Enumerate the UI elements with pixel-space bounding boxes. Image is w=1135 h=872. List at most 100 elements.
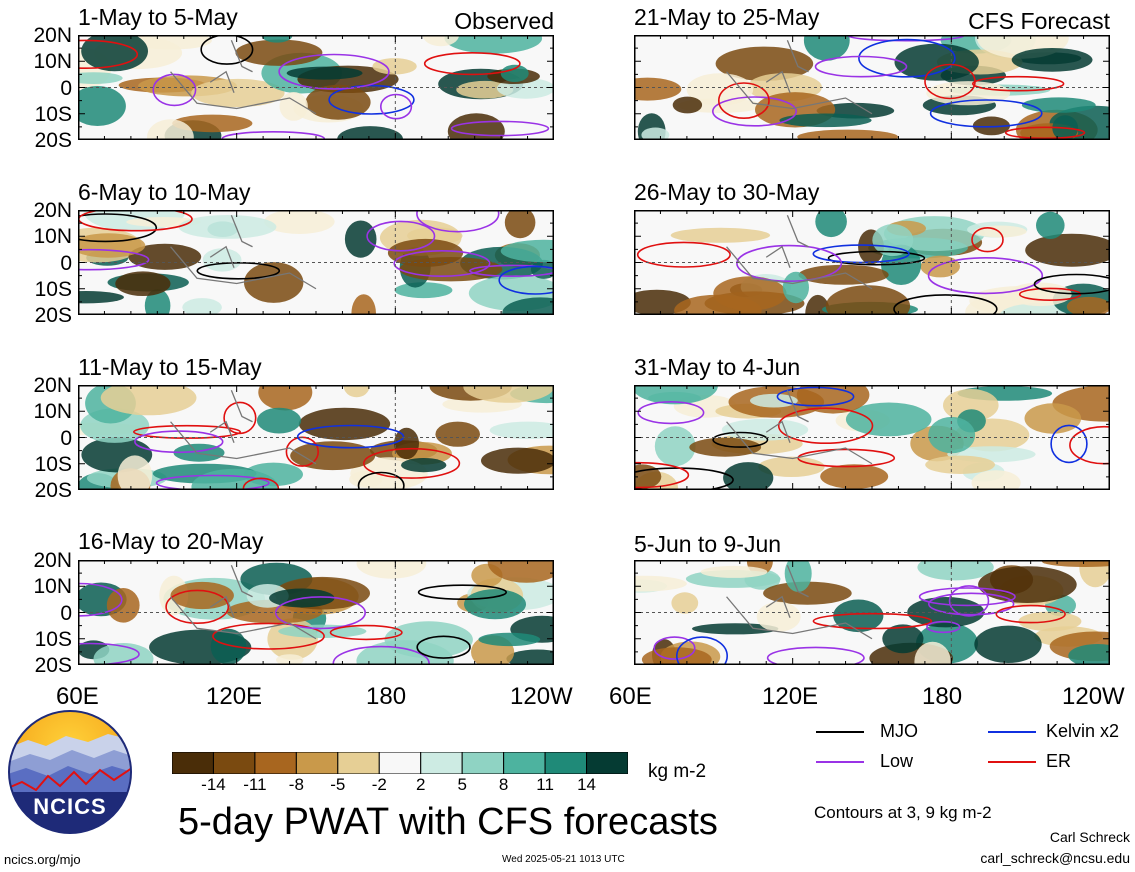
map-svg-p1 [78,35,554,140]
colorbar-swatch [586,752,628,774]
pwat-anomaly-blob [1066,296,1110,315]
pwat-anomaly-blob [78,86,126,126]
pwat-anomaly-blob [671,592,699,614]
pwat-anomaly-blob [758,456,825,477]
wave-contour [858,38,956,78]
map-svg-p7 [634,385,1110,490]
pwat-anomaly-blob [700,565,768,578]
wave-contour [918,587,1016,607]
pwat-anomaly-blob [444,35,543,54]
legend-label-low: Low [880,751,914,771]
pwat-anomaly-blob [210,628,247,665]
pwat-anomaly-blob [692,623,779,635]
tick-marks [78,35,554,140]
wave-contour [78,213,158,243]
wave-contour [380,93,413,120]
pwat-anomaly-blob [244,262,304,303]
pwat-anomaly-blob [147,119,194,140]
pwat-anomaly-blob [464,589,526,620]
panel-title-p2: 6-May to 10-May [78,179,251,205]
wave-contour [712,431,769,448]
panel-title-p4: 16-May to 20-May [78,528,264,554]
x-tick-left-180: 180 [366,683,407,710]
contour-note: Contours at 3, 9 kg m-2 [814,803,992,822]
pwat-anomaly-blob [487,560,554,583]
pwat-anomaly-blob [500,239,554,263]
y-tick-label: 20S [34,654,72,677]
wave-contour [927,256,1044,295]
pwat-anomaly-blob [351,294,376,315]
pwat-anomaly-blob [825,285,911,315]
x-tick-left-120e: 120E [206,683,263,710]
map-panel-p7 [634,385,1110,490]
coastline [726,215,873,290]
colorbar-swatch [420,752,463,774]
tick-marks [634,560,1110,665]
pwat-anomaly-blob [506,649,554,665]
wave-contour [812,612,933,630]
y-tick-label: 10S [34,452,72,476]
panel-title-p6: 26-May to 30-May [634,179,820,205]
colorbar-tick-label: 5 [457,775,467,794]
y-tick-label: 20S [34,129,72,152]
pwat-anomaly-blob [343,385,370,398]
pwat-anomaly-blob [920,255,960,278]
pwat-anomaly-blob [276,654,304,665]
pwat-anomaly-blob [305,84,371,120]
y-tick-label: 20N [33,374,72,397]
wave-contours [712,35,1086,140]
coastline [170,565,317,640]
colorbar-swatch [172,752,214,774]
pwat-anomaly-blob [1011,48,1093,72]
wave-contour [634,467,734,490]
wave-contour [416,210,500,233]
pwat-anomaly-field [634,35,1110,140]
panel-title-p5: 21-May to 25-May [634,4,820,30]
y-tick-label: 0 [60,426,72,450]
pwat-anomaly-blob [144,289,171,315]
pwat-anomaly-blob [1024,403,1082,434]
pwat-anomaly-blob [372,58,417,75]
wave-contour [926,620,961,634]
pwat-anomaly-blob [978,566,1077,603]
wave-contour [132,424,242,439]
wave-contour [332,645,430,665]
pwat-anomaly-blob [356,560,427,579]
colorbar-swatch [212,752,256,774]
coastline [170,215,317,290]
y-tick-label: 10N [33,575,72,599]
colorbar-units: kg m-2 [648,761,707,782]
x-tick-right-120e: 120E [762,683,819,710]
wave-contour [827,250,926,266]
pwat-anomaly-blob [820,464,889,489]
pwat-anomaly-blob [779,113,872,128]
pwat-anomaly-blob [422,35,459,47]
wave-contour [417,584,508,601]
wave-contour [152,73,197,107]
map-svg-p5 [634,35,1110,140]
wave-contour [972,75,1065,92]
tick-marks [78,385,554,490]
pwat-anomaly-blob [344,220,377,258]
colorbar-tick-label: -11 [243,775,267,794]
coastline [726,390,873,465]
pwat-anomaly-blob [178,215,277,239]
wave-contour [948,585,990,617]
pwat-anomaly-blob [815,210,847,238]
legend-label-mjo: MJO [880,721,918,741]
colorbar-swatch [295,752,339,774]
pwat-anomaly-blob [654,426,696,467]
y-tick-label: 10N [33,400,72,424]
y-tick-label: 10N [33,225,72,249]
x-tick-right-180: 180 [922,683,963,710]
pwat-anomaly-blob [845,402,932,437]
wave-contour [777,407,874,445]
pwat-anomaly-blob [803,35,850,61]
x-tick-left-60e: 60E [56,683,99,710]
map-panel-p6 [634,210,1110,315]
x-tick-right-120w: 120W [1062,683,1125,710]
wave-contour [469,264,554,277]
wave-contour [296,424,405,449]
legend-line-kelvin [988,731,1036,733]
pwat-anomaly-blob [974,625,1042,663]
